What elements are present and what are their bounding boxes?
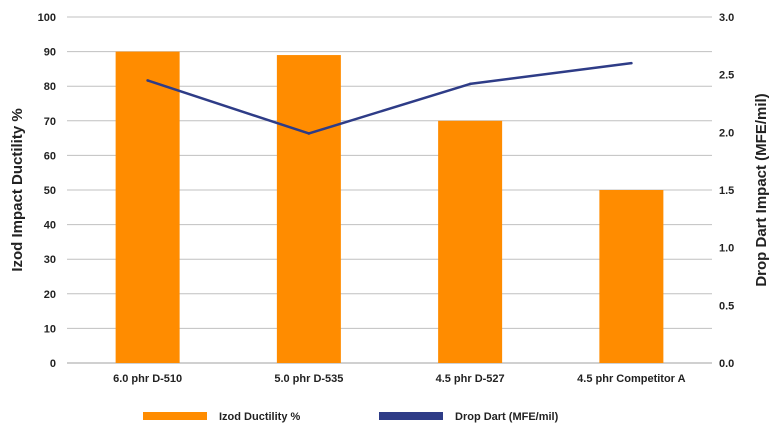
line-point <box>307 132 311 135</box>
y-tick-label: 0 <box>50 358 56 370</box>
y-tick-label: 80 <box>44 81 56 93</box>
bar <box>276 55 341 364</box>
legend-label-bar: Izod Ductility % <box>219 411 301 423</box>
y2-tick-label: 1.0 <box>719 243 734 255</box>
line-point <box>630 61 633 65</box>
y2-tick-label: 3.0 <box>719 12 734 24</box>
y2-tick-label: 0.5 <box>719 300 734 312</box>
y2-tick-label: 1.5 <box>719 185 734 197</box>
axes: 0 10 20 30 40 50 60 70 80 90 100 0.0 0.5 1.0 1.5 2.0 2.5… <box>9 12 770 385</box>
x-tick-label: 5.0 phr D-535 <box>274 373 343 385</box>
drop-dart-line <box>147 61 632 135</box>
y-tick-label: 20 <box>44 289 56 301</box>
y-tick-label: 10 <box>44 323 56 335</box>
y-tick-label: 50 <box>44 185 56 197</box>
legend-label-line: Drop Dart (MFE/mil) <box>455 411 559 423</box>
y-tick-label: 90 <box>44 47 56 59</box>
y2-tick-label: 2.0 <box>719 127 734 139</box>
y-tick-label: 70 <box>44 116 56 128</box>
line-point <box>146 79 149 82</box>
y2-axis-title: Drop Dart Impact (MFE/mil) <box>753 93 770 286</box>
x-tick-label: 6.0 phr D-510 <box>113 373 182 385</box>
line-point <box>468 82 472 86</box>
y-tick-label: 40 <box>44 220 56 232</box>
legend-swatch-line <box>379 412 443 420</box>
y2-tick-label: 2.5 <box>719 70 734 82</box>
x-tick-label: 4.5 phr D-527 <box>436 373 505 385</box>
bar <box>599 190 664 363</box>
y2-tick-label: 0.0 <box>719 358 734 370</box>
y-tick-label: 30 <box>44 254 56 266</box>
y-axis-title: Izod Impact Ductility % <box>9 108 26 271</box>
y-tick-label: 100 <box>38 12 56 24</box>
bar <box>438 120 503 363</box>
bar <box>115 51 180 363</box>
line-series <box>146 61 633 135</box>
legend: Izod Ductility % Drop Dart (MFE/mil) <box>143 411 559 423</box>
bar-series <box>115 51 664 364</box>
legend-swatch-bar <box>143 412 207 420</box>
y-tick-label: 60 <box>44 150 56 162</box>
x-tick-label: 4.5 phr Competitor A <box>577 373 685 385</box>
